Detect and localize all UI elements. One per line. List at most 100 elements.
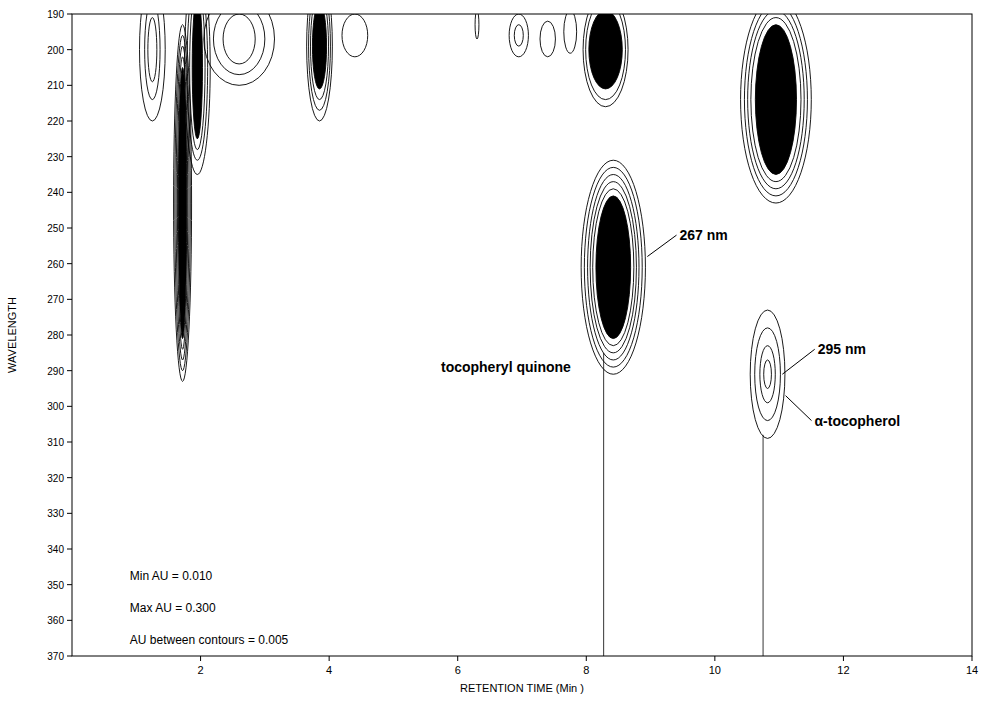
x-tick: [843, 656, 844, 661]
y-tick: [67, 477, 72, 478]
annotation: 295 nm: [818, 341, 866, 357]
x-tick: [972, 656, 973, 661]
contour-ring: [223, 14, 255, 64]
chart: 2468101214190200210220230240250260270280…: [0, 0, 997, 706]
y-tick-label: 210: [47, 80, 64, 91]
y-tick: [67, 299, 72, 300]
y-tick-label: 280: [47, 330, 64, 341]
y-tick: [67, 85, 72, 86]
y-tick: [67, 228, 72, 229]
annotation: tocopheryl quinone: [441, 359, 571, 375]
contour-ring: [190, 14, 205, 150]
contour-ring: [581, 160, 645, 374]
contour-core: [589, 14, 622, 89]
contour-ring: [174, 25, 192, 382]
y-tick-label: 360: [47, 615, 64, 626]
contour-ring: [583, 14, 628, 107]
x-tick: [457, 656, 458, 661]
contour-ring: [145, 14, 160, 100]
contour-core: [755, 25, 796, 175]
contour-ring: [185, 14, 211, 175]
annotation-leader: [786, 396, 812, 421]
annotation-leader: [782, 349, 814, 374]
y-tick: [67, 620, 72, 621]
y-tick-label: 320: [47, 473, 64, 484]
y-tick: [67, 370, 72, 371]
contour-ring: [593, 189, 634, 346]
x-tick: [200, 656, 201, 661]
x-tick-label: 12: [837, 664, 849, 676]
y-tick-label: 310: [47, 437, 64, 448]
x-tick: [714, 656, 715, 661]
x-tick-label: 10: [709, 664, 721, 676]
x-tick-label: 6: [455, 664, 461, 676]
contour-ring: [175, 35, 190, 370]
contour-ring: [586, 14, 626, 100]
contour-ring: [514, 25, 523, 46]
contour-ring: [564, 14, 577, 53]
y-tick-label: 340: [47, 544, 64, 555]
y-tick-label: 230: [47, 152, 64, 163]
contour-ring: [744, 14, 807, 196]
y-tick: [67, 49, 72, 50]
y-tick: [67, 192, 72, 193]
contour-group: [140, 14, 812, 656]
contour-core: [596, 196, 631, 339]
contour-ring: [187, 14, 208, 160]
y-tick: [67, 263, 72, 264]
contour-note: Min AU = 0.010: [130, 569, 213, 583]
contour-ring: [475, 14, 479, 39]
contour-ring: [213, 14, 264, 75]
contour-ring: [748, 14, 805, 189]
annotation: 267 nm: [680, 227, 728, 243]
x-tick-label: 14: [966, 664, 978, 676]
contour-ring: [177, 57, 187, 349]
y-tick: [67, 513, 72, 514]
y-tick: [67, 656, 72, 657]
contour-ring: [509, 14, 528, 57]
contour-ring: [588, 175, 639, 360]
x-tick: [329, 656, 330, 661]
y-tick-label: 260: [47, 259, 64, 270]
contour-core: [192, 14, 202, 139]
y-tick-label: 350: [47, 580, 64, 591]
y-tick-label: 270: [47, 294, 64, 305]
contour-ring: [148, 18, 157, 82]
y-axis-title: WAVELENGTH: [6, 297, 18, 373]
y-tick-label: 300: [47, 401, 64, 412]
y-tick-label: 190: [47, 9, 64, 20]
y-tick: [67, 584, 72, 585]
annotation-leader: [647, 235, 676, 256]
y-tick-label: 330: [47, 508, 64, 519]
contour-ring: [755, 328, 781, 421]
contour-note: Max AU = 0.300: [130, 601, 216, 615]
x-tick-label: 4: [326, 664, 332, 676]
y-tick: [67, 156, 72, 157]
y-tick-label: 250: [47, 223, 64, 234]
y-tick: [67, 442, 72, 443]
contour-ring: [311, 14, 329, 100]
contour-ring: [204, 14, 275, 85]
y-tick: [67, 121, 72, 122]
y-tick-label: 370: [47, 651, 64, 662]
x-axis-title: RETENTION TIME (Min ): [460, 682, 584, 694]
contour-ring: [540, 21, 555, 57]
y-tick: [67, 14, 72, 15]
contour-ring: [751, 18, 801, 182]
contour-ring: [760, 346, 775, 403]
y-tick-label: 290: [47, 366, 64, 377]
contour-core: [312, 14, 326, 89]
y-tick: [67, 335, 72, 336]
annotation: α-tocopherol: [815, 413, 901, 429]
contour-ring: [307, 14, 333, 121]
contour-note: AU between contours = 0.005: [130, 633, 289, 647]
x-tick-label: 2: [198, 664, 204, 676]
contour-ring: [309, 14, 331, 110]
contour-ring: [140, 14, 166, 121]
contour-ring: [342, 14, 368, 57]
x-tick-label: 8: [583, 664, 589, 676]
contour-ring: [750, 310, 785, 438]
contour-ring: [764, 360, 772, 389]
y-tick-label: 240: [47, 187, 64, 198]
peak-marker-line: [763, 435, 764, 656]
